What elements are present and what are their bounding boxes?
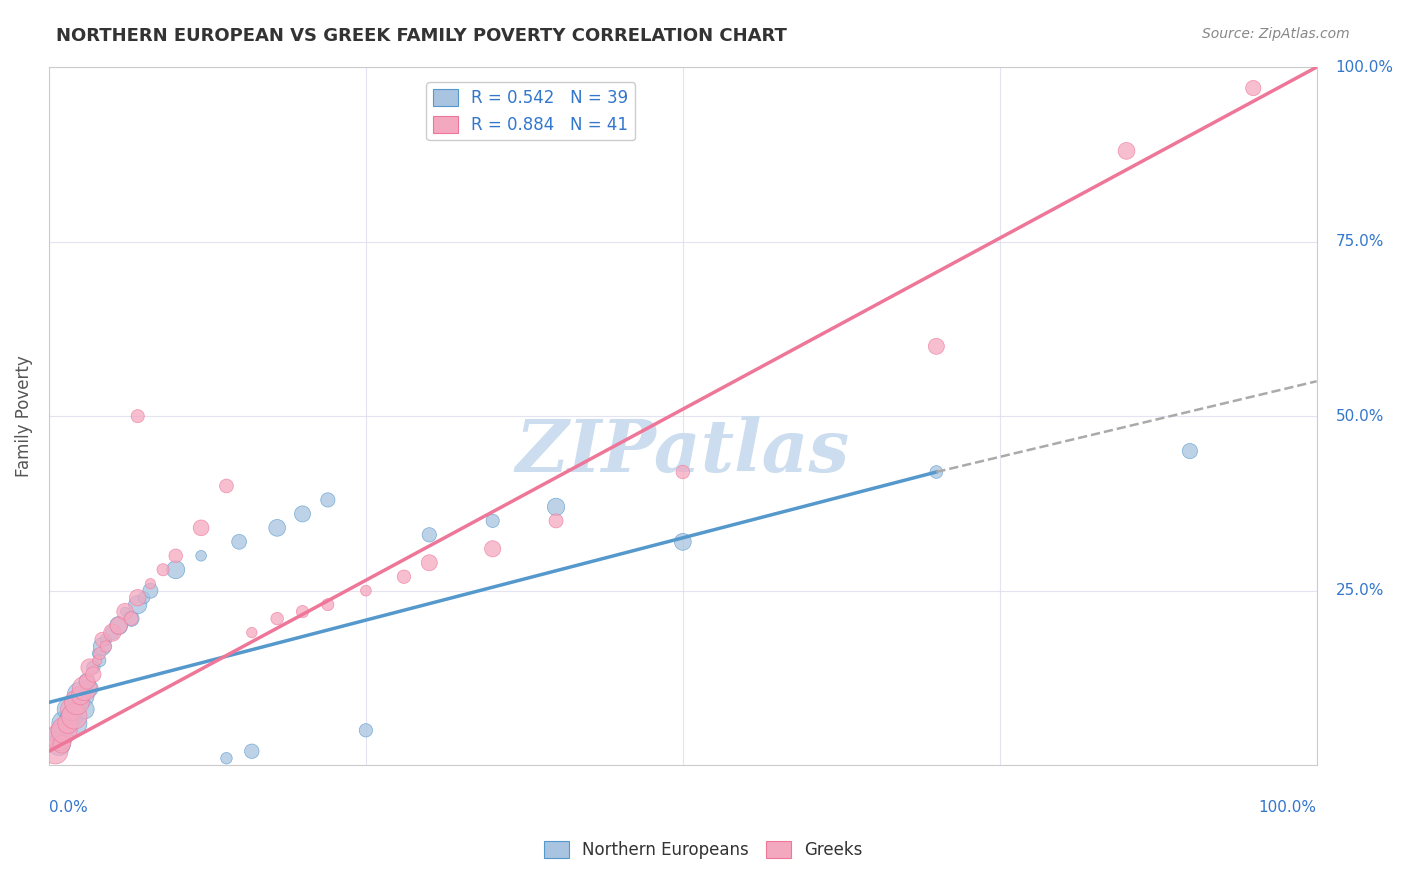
Point <box>86 647 108 661</box>
Point <box>76 674 98 689</box>
Point <box>76 674 98 689</box>
Point <box>316 598 339 612</box>
Point <box>925 465 948 479</box>
Point <box>91 640 114 654</box>
Point <box>132 591 155 605</box>
Point <box>94 640 117 654</box>
Point <box>56 702 79 716</box>
Point <box>51 723 73 738</box>
Point <box>316 492 339 507</box>
Point <box>354 723 377 738</box>
Point <box>107 618 129 632</box>
Y-axis label: Family Poverty: Family Poverty <box>15 355 32 477</box>
Point <box>44 744 66 758</box>
Point <box>1115 144 1137 158</box>
Point <box>73 702 96 716</box>
Point <box>190 549 212 563</box>
Point <box>63 709 86 723</box>
Point <box>69 689 91 703</box>
Text: Source: ZipAtlas.com: Source: ZipAtlas.com <box>1202 27 1350 41</box>
Point <box>190 521 212 535</box>
Point <box>51 737 73 751</box>
Point <box>56 716 79 731</box>
Point <box>165 563 187 577</box>
Point <box>1241 81 1264 95</box>
Point <box>127 598 149 612</box>
Point <box>354 583 377 598</box>
Point <box>53 716 76 731</box>
Point <box>266 521 288 535</box>
Point <box>120 612 142 626</box>
Legend: Northern Europeans, Greeks: Northern Europeans, Greeks <box>537 834 869 866</box>
Point <box>60 709 83 723</box>
Point <box>114 605 136 619</box>
Point <box>672 465 695 479</box>
Point <box>240 744 263 758</box>
Point <box>418 556 440 570</box>
Point <box>101 625 124 640</box>
Point <box>481 514 503 528</box>
Point <box>481 541 503 556</box>
Point <box>925 339 948 353</box>
Point <box>82 667 104 681</box>
Point <box>291 605 314 619</box>
Point <box>69 689 91 703</box>
Point <box>73 681 96 696</box>
Text: 100.0%: 100.0% <box>1258 800 1316 815</box>
Point <box>266 612 288 626</box>
Point <box>60 702 83 716</box>
Point <box>101 625 124 640</box>
Point <box>120 612 142 626</box>
Text: 100.0%: 100.0% <box>1336 60 1393 75</box>
Text: 50.0%: 50.0% <box>1336 409 1384 424</box>
Point <box>544 500 567 514</box>
Point <box>215 479 238 493</box>
Point <box>89 647 111 661</box>
Point <box>107 618 129 632</box>
Point <box>127 409 149 424</box>
Point <box>139 583 162 598</box>
Point <box>240 625 263 640</box>
Point <box>66 695 89 709</box>
Point <box>44 731 66 745</box>
Point <box>66 695 89 709</box>
Point <box>1178 444 1201 458</box>
Point <box>127 591 149 605</box>
Point <box>215 751 238 765</box>
Text: 0.0%: 0.0% <box>49 800 87 815</box>
Text: NORTHERN EUROPEAN VS GREEK FAMILY POVERTY CORRELATION CHART: NORTHERN EUROPEAN VS GREEK FAMILY POVERT… <box>56 27 787 45</box>
Point <box>48 737 70 751</box>
Point <box>86 653 108 667</box>
Point <box>89 653 111 667</box>
Point <box>418 528 440 542</box>
Point <box>544 514 567 528</box>
Text: ZIPatlas: ZIPatlas <box>516 416 849 486</box>
Point <box>114 605 136 619</box>
Point <box>94 632 117 647</box>
Point <box>152 563 174 577</box>
Point <box>165 549 187 563</box>
Point <box>291 507 314 521</box>
Point <box>139 576 162 591</box>
Text: 75.0%: 75.0% <box>1336 234 1384 249</box>
Point <box>53 723 76 738</box>
Point <box>91 632 114 647</box>
Point <box>79 660 101 674</box>
Text: 25.0%: 25.0% <box>1336 583 1384 599</box>
Point <box>392 570 415 584</box>
Legend: R = 0.542   N = 39, R = 0.884   N = 41: R = 0.542 N = 39, R = 0.884 N = 41 <box>426 82 636 140</box>
Point <box>228 534 250 549</box>
Point <box>63 716 86 731</box>
Point <box>79 681 101 696</box>
Point <box>82 660 104 674</box>
Point <box>48 731 70 745</box>
Point <box>672 534 695 549</box>
